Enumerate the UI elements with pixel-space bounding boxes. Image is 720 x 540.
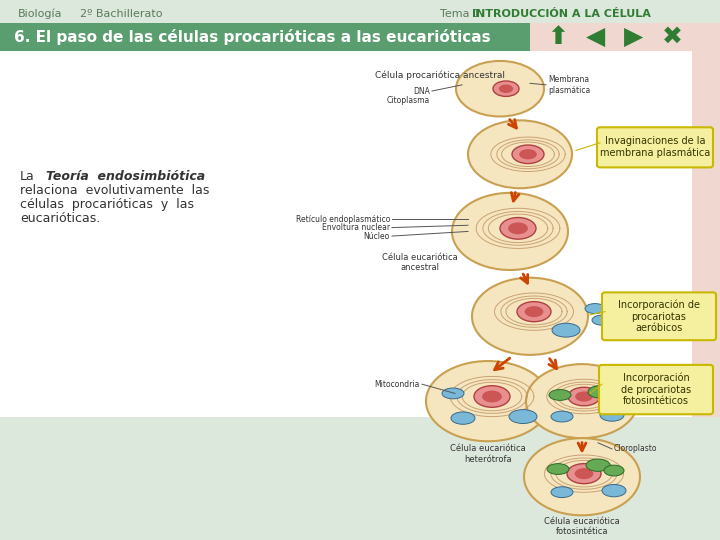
Ellipse shape xyxy=(468,120,572,188)
Ellipse shape xyxy=(482,390,502,402)
Ellipse shape xyxy=(452,193,568,270)
Ellipse shape xyxy=(549,389,571,400)
Text: ▶: ▶ xyxy=(624,25,644,49)
FancyBboxPatch shape xyxy=(692,51,720,416)
Ellipse shape xyxy=(526,364,638,438)
Ellipse shape xyxy=(474,386,510,407)
Ellipse shape xyxy=(442,388,464,399)
FancyBboxPatch shape xyxy=(0,51,720,416)
Ellipse shape xyxy=(600,409,624,421)
Ellipse shape xyxy=(512,145,544,164)
Text: Célula procariótica ancestral: Célula procariótica ancestral xyxy=(375,71,505,80)
Ellipse shape xyxy=(509,410,537,423)
Text: Mitocondria: Mitocondria xyxy=(374,380,420,389)
Text: relaciona  evolutivamente  las: relaciona evolutivamente las xyxy=(20,184,210,198)
Ellipse shape xyxy=(426,361,550,441)
Text: Envoltura nuclear: Envoltura nuclear xyxy=(322,223,390,232)
Text: 2º Bachillerato: 2º Bachillerato xyxy=(80,9,163,19)
Text: Célula eucariόtica
heterόtrofa: Célula eucariόtica heterόtrofa xyxy=(450,444,526,464)
Ellipse shape xyxy=(524,438,640,515)
Ellipse shape xyxy=(552,323,580,337)
Ellipse shape xyxy=(508,222,528,234)
Text: células  procarióticas  y  las: células procarióticas y las xyxy=(20,198,194,211)
Text: Incorporación de
procariotas
aerόbicos: Incorporación de procariotas aerόbicos xyxy=(618,300,700,333)
Text: Teoría  endosimbiótica: Teoría endosimbiótica xyxy=(46,171,205,184)
Ellipse shape xyxy=(472,278,588,355)
Text: Incorporación
de procariotas
fotosintéticos: Incorporación de procariotas fotosintéti… xyxy=(621,373,691,407)
Text: 6. El paso de las células procarióticas a las eucarióticas: 6. El paso de las células procarióticas … xyxy=(14,29,490,45)
Text: Biología: Biología xyxy=(18,9,63,19)
FancyBboxPatch shape xyxy=(0,0,720,23)
FancyBboxPatch shape xyxy=(597,127,713,167)
Text: Núcleo: Núcleo xyxy=(364,232,390,240)
Ellipse shape xyxy=(517,302,551,322)
FancyBboxPatch shape xyxy=(599,365,713,414)
Ellipse shape xyxy=(547,464,569,475)
Ellipse shape xyxy=(451,412,475,424)
Ellipse shape xyxy=(586,459,610,471)
Ellipse shape xyxy=(551,487,573,497)
Text: INTRODUCCIÓN A LA CÉLULA: INTRODUCCIÓN A LA CÉLULA xyxy=(472,9,651,19)
Text: ✖: ✖ xyxy=(662,25,683,49)
Text: DNA: DNA xyxy=(413,86,430,96)
Text: ⬆: ⬆ xyxy=(547,25,569,49)
Text: Tema 1.: Tema 1. xyxy=(440,9,487,19)
Ellipse shape xyxy=(525,306,544,317)
Text: Célula eucariόtica
fotosintética: Célula eucariόtica fotosintética xyxy=(544,517,620,536)
Ellipse shape xyxy=(456,61,544,117)
Ellipse shape xyxy=(493,81,519,97)
Text: La: La xyxy=(20,171,35,184)
Text: eucarióticas.: eucarióticas. xyxy=(20,212,100,225)
Ellipse shape xyxy=(602,484,626,497)
FancyBboxPatch shape xyxy=(0,23,530,51)
Ellipse shape xyxy=(588,386,612,398)
Text: ◀: ◀ xyxy=(586,25,606,49)
Ellipse shape xyxy=(592,315,612,325)
Ellipse shape xyxy=(585,303,605,314)
Ellipse shape xyxy=(604,465,624,476)
Text: Membrana
plasmática: Membrana plasmática xyxy=(548,75,590,94)
Text: Retículo endoplasmático: Retículo endoplasmático xyxy=(296,214,390,224)
FancyBboxPatch shape xyxy=(530,23,720,51)
Ellipse shape xyxy=(551,411,573,422)
Text: Citoplasma: Citoplasma xyxy=(387,96,430,105)
Ellipse shape xyxy=(568,387,600,406)
Ellipse shape xyxy=(567,464,601,484)
Ellipse shape xyxy=(519,149,537,159)
Text: Célula eucariόtica
ancestral: Célula eucariόtica ancestral xyxy=(382,253,458,272)
Text: Invaginaciones de la
membrana plasmática: Invaginaciones de la membrana plasmática xyxy=(600,136,710,158)
Ellipse shape xyxy=(500,218,536,239)
Ellipse shape xyxy=(575,468,593,479)
FancyBboxPatch shape xyxy=(602,292,716,340)
Text: Cloroplasto: Cloroplasto xyxy=(614,444,657,454)
Ellipse shape xyxy=(499,84,513,93)
Ellipse shape xyxy=(575,392,593,402)
